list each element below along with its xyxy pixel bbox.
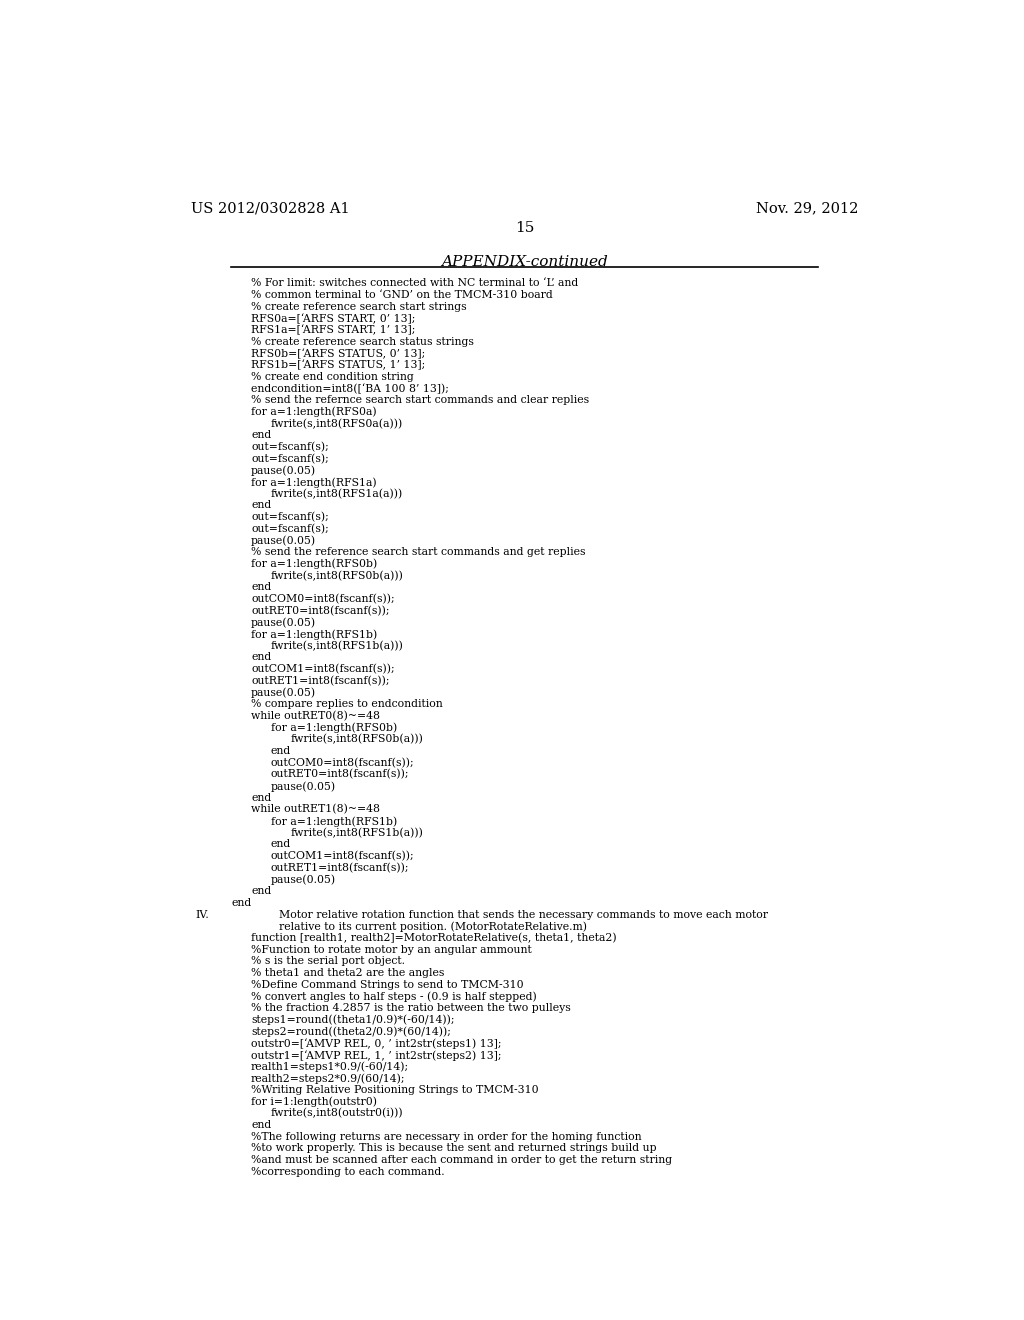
Text: out=fscanf(s);: out=fscanf(s); [251,454,329,463]
Text: for a=1:length(RFS1b): for a=1:length(RFS1b) [251,630,377,640]
Text: % send the reference search start commands and get replies: % send the reference search start comman… [251,548,586,557]
Text: outCOM0=int8(fscanf(s));: outCOM0=int8(fscanf(s)); [251,594,394,605]
Text: out=fscanf(s);: out=fscanf(s); [251,512,329,523]
Text: %corresponding to each command.: %corresponding to each command. [251,1167,444,1176]
Text: Motor relative rotation function that sends the necessary commands to move each : Motor relative rotation function that se… [279,909,768,920]
Text: RFS1b=[‘ARFS STATUS, 1’ 13];: RFS1b=[‘ARFS STATUS, 1’ 13]; [251,360,425,371]
Text: % s is the serial port object.: % s is the serial port object. [251,956,406,966]
Text: end: end [251,652,271,663]
Text: outstr0=[‘AMVP REL, 0, ’ int2str(steps1) 13];: outstr0=[‘AMVP REL, 0, ’ int2str(steps1)… [251,1038,502,1049]
Text: pause(0.05): pause(0.05) [251,618,316,628]
Text: end: end [251,582,271,593]
Text: outRET1=int8(fscanf(s));: outRET1=int8(fscanf(s)); [251,676,389,686]
Text: end: end [251,1119,271,1130]
Text: end: end [251,792,271,803]
Text: outCOM1=int8(fscanf(s));: outCOM1=int8(fscanf(s)); [270,851,415,862]
Text: for a=1:length(RFS1b): for a=1:length(RFS1b) [270,816,397,826]
Text: while outRET0(8)~=48: while outRET0(8)~=48 [251,710,380,721]
Text: outCOM1=int8(fscanf(s));: outCOM1=int8(fscanf(s)); [251,664,394,675]
Text: pause(0.05): pause(0.05) [270,874,336,884]
Text: %Define Command Strings to send to TMCM-310: %Define Command Strings to send to TMCM-… [251,979,523,990]
Text: APPENDIX-continued: APPENDIX-continued [441,255,608,269]
Text: %to work properly. This is because the sent and returned strings build up: %to work properly. This is because the s… [251,1143,656,1154]
Text: function [realth1, realth2]=MotorRotateRelative(s, theta1, theta2): function [realth1, realth2]=MotorRotateR… [251,933,616,944]
Text: end: end [251,430,271,441]
Text: while outRET1(8)~=48: while outRET1(8)~=48 [251,804,380,814]
Text: steps2=round((theta2/0.9)*(60/14));: steps2=round((theta2/0.9)*(60/14)); [251,1027,451,1038]
Text: RFS0b=[‘ARFS STATUS, 0’ 13];: RFS0b=[‘ARFS STATUS, 0’ 13]; [251,348,425,359]
Text: % create reference search start strings: % create reference search start strings [251,302,467,312]
Text: US 2012/0302828 A1: US 2012/0302828 A1 [191,201,350,215]
Text: out=fscanf(s);: out=fscanf(s); [251,524,329,535]
Text: % For limit: switches connected with NC terminal to ‘L’ and: % For limit: switches connected with NC … [251,279,579,288]
Text: pause(0.05): pause(0.05) [270,781,336,792]
Text: outRET1=int8(fscanf(s));: outRET1=int8(fscanf(s)); [270,863,410,873]
Text: %and must be scanned after each command in order to get the return string: %and must be scanned after each command … [251,1155,672,1166]
Text: % send the refernce search start commands and clear replies: % send the refernce search start command… [251,395,589,405]
Text: IV.: IV. [196,909,209,920]
Text: %The following returns are necessary in order for the homing function: %The following returns are necessary in … [251,1131,642,1142]
Text: fwrite(s,int8(RFS1b(a))): fwrite(s,int8(RFS1b(a))) [291,828,424,838]
Text: out=fscanf(s);: out=fscanf(s); [251,442,329,453]
Text: RFS1a=[‘ARFS START, 1’ 13];: RFS1a=[‘ARFS START, 1’ 13]; [251,325,416,335]
Text: %Function to rotate motor by an angular ammount: %Function to rotate motor by an angular … [251,945,531,954]
Text: outstr1=[‘AMVP REL, 1, ’ int2str(steps2) 13];: outstr1=[‘AMVP REL, 1, ’ int2str(steps2)… [251,1049,502,1060]
Text: outRET0=int8(fscanf(s));: outRET0=int8(fscanf(s)); [270,770,410,780]
Text: % the fraction 4.2857 is the ratio between the two pulleys: % the fraction 4.2857 is the ratio betwe… [251,1003,570,1012]
Text: 15: 15 [515,222,535,235]
Text: fwrite(s,int8(RFS0a(a))): fwrite(s,int8(RFS0a(a))) [270,418,403,429]
Text: outCOM0=int8(fscanf(s));: outCOM0=int8(fscanf(s)); [270,758,415,768]
Text: end: end [251,886,271,896]
Text: fwrite(s,int8(RFS1b(a))): fwrite(s,int8(RFS1b(a))) [270,640,403,651]
Text: pause(0.05): pause(0.05) [251,688,316,698]
Text: fwrite(s,int8(RFS0b(a))): fwrite(s,int8(RFS0b(a))) [270,570,403,581]
Text: % compare replies to endcondition: % compare replies to endcondition [251,700,442,709]
Text: for i=1:length(outstr0): for i=1:length(outstr0) [251,1097,377,1107]
Text: relative to its current position. (MotorRotateRelative.m): relative to its current position. (Motor… [279,921,587,932]
Text: pause(0.05): pause(0.05) [251,466,316,477]
Text: endcondition=int8([‘BA 100 8’ 13]);: endcondition=int8([‘BA 100 8’ 13]); [251,384,449,395]
Text: % convert angles to half steps - (0.9 is half stepped): % convert angles to half steps - (0.9 is… [251,991,537,1002]
Text: pause(0.05): pause(0.05) [251,536,316,546]
Text: end: end [270,746,291,756]
Text: for a=1:length(RFS0a): for a=1:length(RFS0a) [251,407,377,417]
Text: % theta1 and theta2 are the angles: % theta1 and theta2 are the angles [251,968,444,978]
Text: fwrite(s,int8(RFS1a(a))): fwrite(s,int8(RFS1a(a))) [270,488,403,499]
Text: Nov. 29, 2012: Nov. 29, 2012 [756,201,858,215]
Text: end: end [270,840,291,849]
Text: for a=1:length(RFS0b): for a=1:length(RFS0b) [251,558,377,569]
Text: for a=1:length(RFS0b): for a=1:length(RFS0b) [270,722,397,733]
Text: %Writing Relative Positioning Strings to TMCM-310: %Writing Relative Positioning Strings to… [251,1085,539,1094]
Text: outRET0=int8(fscanf(s));: outRET0=int8(fscanf(s)); [251,606,389,616]
Text: realth2=steps2*0.9/(60/14);: realth2=steps2*0.9/(60/14); [251,1073,406,1084]
Text: fwrite(s,int8(RFS0b(a))): fwrite(s,int8(RFS0b(a))) [291,734,424,744]
Text: for a=1:length(RFS1a): for a=1:length(RFS1a) [251,477,377,487]
Text: RFS0a=[‘ARFS START, 0’ 13];: RFS0a=[‘ARFS START, 0’ 13]; [251,313,416,323]
Text: % create reference search status strings: % create reference search status strings [251,337,474,347]
Text: % common terminal to ‘GND’ on the TMCM-310 board: % common terminal to ‘GND’ on the TMCM-3… [251,290,553,300]
Text: realth1=steps1*0.9/(-60/14);: realth1=steps1*0.9/(-60/14); [251,1061,410,1072]
Text: end: end [231,898,252,908]
Text: % create end condition string: % create end condition string [251,372,414,381]
Text: steps1=round((theta1/0.9)*(-60/14));: steps1=round((theta1/0.9)*(-60/14)); [251,1015,455,1026]
Text: end: end [251,500,271,511]
Text: fwrite(s,int8(outstr0(i))): fwrite(s,int8(outstr0(i))) [270,1109,403,1118]
